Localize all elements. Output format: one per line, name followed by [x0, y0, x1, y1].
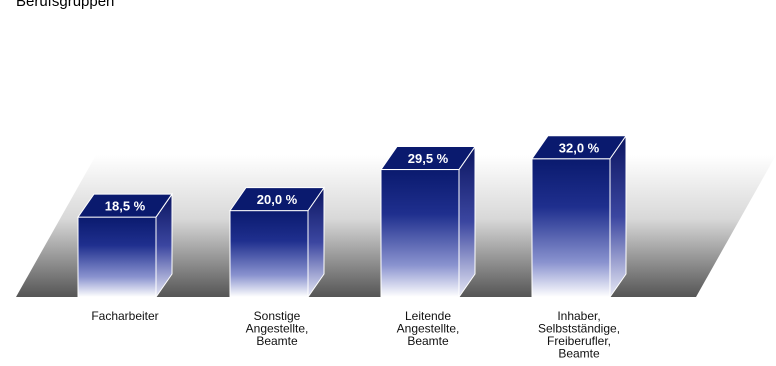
category-labels: Facharbeiter Sonstige Angestellte, Beamte Le… [91, 309, 620, 361]
bar-side [609, 134, 627, 299]
bar: 32,0 % [531, 134, 627, 299]
chart-title: Berufsgruppen [16, 0, 115, 10]
bar-front [531, 158, 611, 298]
bar-top [229, 187, 325, 212]
bars-layer: 18,5 % 20,0 % 29,5 % 32,0 % [77, 134, 627, 299]
bar-top [531, 135, 627, 160]
value-label: 20,0 % [257, 192, 298, 207]
value-label: 32,0 % [559, 140, 600, 155]
bar-front [380, 169, 460, 298]
category-label: Inhaber, Selbstständige, Freiberufler, Beam… [538, 309, 620, 361]
bar-top [77, 193, 173, 218]
category-label: Leitende Angestellte, Beamte [397, 309, 460, 348]
bar-side [458, 144, 476, 299]
category-label: Sonstige Angestellte, Beamte [246, 309, 309, 348]
category-label: Facharbeiter [91, 309, 158, 323]
bar: 29,5 % [380, 144, 476, 299]
value-label: 29,5 % [408, 151, 449, 166]
bar-front [77, 216, 157, 298]
bar: 18,5 % [77, 192, 173, 299]
bar: 20,0 % [229, 186, 325, 299]
bar-top [380, 146, 476, 171]
bar-front [229, 210, 309, 298]
value-label: 18,5 % [105, 199, 146, 214]
